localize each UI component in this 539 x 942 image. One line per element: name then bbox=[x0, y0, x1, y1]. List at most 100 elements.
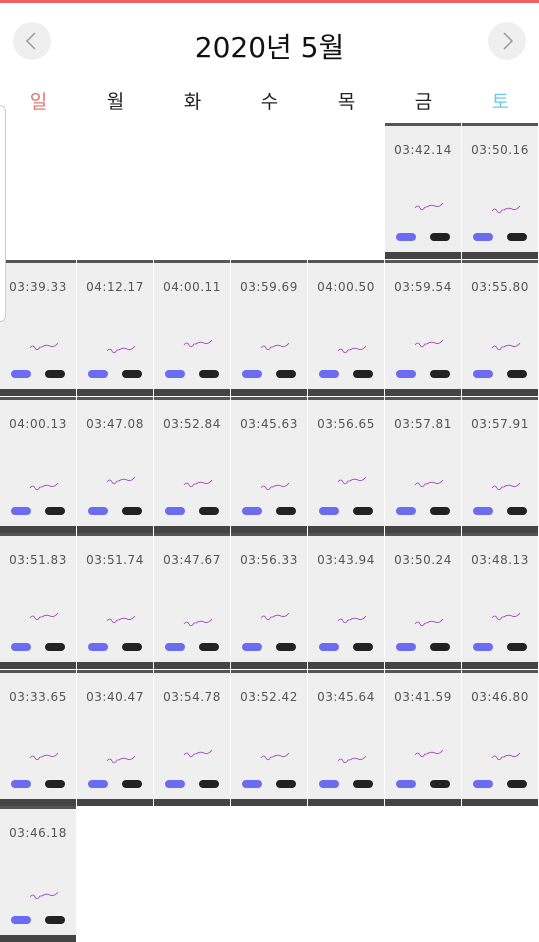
day-cell[interactable]: 03:47.08 bbox=[77, 397, 153, 533]
record-time: 04:00.13 bbox=[9, 417, 67, 431]
signature bbox=[414, 202, 444, 211]
blue-tag bbox=[11, 507, 31, 515]
black-tag bbox=[199, 780, 219, 788]
day-cell[interactable]: 03:46.80 bbox=[462, 670, 538, 806]
day-cell[interactable]: 03:59.54 bbox=[385, 260, 461, 396]
black-tag bbox=[353, 780, 373, 788]
blue-tag bbox=[473, 643, 493, 651]
drawer-handle[interactable] bbox=[0, 105, 6, 322]
cell-footer bbox=[308, 389, 384, 396]
signature bbox=[106, 345, 136, 354]
signature bbox=[29, 342, 59, 351]
record-time: 03:45.63 bbox=[240, 417, 298, 431]
day-cell[interactable]: 03:52.84 bbox=[154, 397, 230, 533]
signature bbox=[29, 482, 59, 491]
day-cell[interactable]: 03:43.94 bbox=[308, 533, 384, 669]
day-cell[interactable]: 03:54.78 bbox=[154, 670, 230, 806]
signature bbox=[337, 615, 367, 624]
black-tag bbox=[353, 507, 373, 515]
black-tag bbox=[45, 780, 65, 788]
black-tag bbox=[122, 780, 142, 788]
weekday-label: 일 bbox=[29, 91, 48, 113]
day-cell[interactable]: 03:52.42 bbox=[231, 670, 307, 806]
day-cell[interactable]: 03:56.33 bbox=[231, 533, 307, 669]
blue-tag bbox=[473, 370, 493, 378]
signature bbox=[491, 752, 521, 761]
cell-footer bbox=[77, 526, 153, 533]
cell-footer bbox=[154, 526, 230, 533]
blue-tag bbox=[473, 233, 493, 241]
black-tag bbox=[122, 507, 142, 515]
black-tag bbox=[199, 643, 219, 651]
day-cell[interactable]: 04:00.13 bbox=[0, 397, 76, 533]
day-cell[interactable]: 03:50.24 bbox=[385, 533, 461, 669]
weekday-label: 금 bbox=[414, 91, 433, 113]
black-tag bbox=[122, 643, 142, 651]
cell-footer bbox=[0, 662, 76, 669]
day-cell[interactable]: 03:46.18 bbox=[0, 806, 76, 942]
day-cell[interactable]: 03:40.47 bbox=[77, 670, 153, 806]
black-tag bbox=[507, 780, 527, 788]
day-cell[interactable]: 03:41.59 bbox=[385, 670, 461, 806]
cell-footer bbox=[77, 799, 153, 806]
day-cell[interactable]: 04:00.11 bbox=[154, 260, 230, 396]
cell-footer bbox=[231, 662, 307, 669]
day-cell[interactable]: 03:39.33 bbox=[0, 260, 76, 396]
black-tag bbox=[45, 507, 65, 515]
cell-footer bbox=[308, 799, 384, 806]
black-tag bbox=[45, 370, 65, 378]
day-cell[interactable]: 04:00.50 bbox=[308, 260, 384, 396]
black-tag bbox=[276, 643, 296, 651]
signature bbox=[337, 755, 367, 764]
day-cell[interactable]: 03:55.80 bbox=[462, 260, 538, 396]
record-time: 03:47.08 bbox=[86, 417, 144, 431]
record-time: 03:42.14 bbox=[394, 143, 452, 157]
cell-footer bbox=[154, 389, 230, 396]
day-cell[interactable]: 03:50.16 bbox=[462, 123, 538, 259]
blue-tag bbox=[88, 780, 108, 788]
black-tag bbox=[45, 643, 65, 651]
cell-footer bbox=[0, 799, 76, 806]
day-cell[interactable]: 03:47.67 bbox=[154, 533, 230, 669]
status-accent bbox=[0, 0, 539, 3]
cell-footer bbox=[231, 526, 307, 533]
cell-footer bbox=[385, 526, 461, 533]
day-cell[interactable]: 03:57.81 bbox=[385, 397, 461, 533]
record-time: 03:51.74 bbox=[86, 553, 144, 567]
record-time: 03:45.64 bbox=[317, 690, 375, 704]
day-cell[interactable]: 03:33.65 bbox=[0, 670, 76, 806]
blue-tag bbox=[88, 507, 108, 515]
record-time: 03:48.13 bbox=[471, 553, 529, 567]
day-cell[interactable]: 03:59.69 bbox=[231, 260, 307, 396]
signature bbox=[260, 342, 290, 351]
signature bbox=[183, 749, 213, 758]
day-cell[interactable]: 03:45.63 bbox=[231, 397, 307, 533]
black-tag bbox=[122, 370, 142, 378]
signature bbox=[29, 612, 59, 621]
day-cell[interactable]: 04:12.17 bbox=[77, 260, 153, 396]
next-month-button[interactable] bbox=[488, 22, 526, 60]
day-cell[interactable]: 03:42.14 bbox=[385, 123, 461, 259]
black-tag bbox=[276, 370, 296, 378]
day-cell[interactable]: 03:48.13 bbox=[462, 533, 538, 669]
blue-tag bbox=[11, 916, 31, 924]
record-time: 03:52.84 bbox=[163, 417, 221, 431]
signature bbox=[337, 345, 367, 354]
signature bbox=[337, 476, 367, 485]
month-title: 2020년 5월 bbox=[194, 31, 345, 64]
record-time: 03:43.94 bbox=[317, 553, 375, 567]
day-cell[interactable]: 03:51.74 bbox=[77, 533, 153, 669]
cell-footer bbox=[308, 662, 384, 669]
record-time: 03:50.16 bbox=[471, 143, 529, 157]
cell-footer bbox=[385, 662, 461, 669]
prev-month-button[interactable] bbox=[13, 22, 51, 60]
record-time: 03:59.69 bbox=[240, 280, 298, 294]
blue-tag bbox=[396, 780, 416, 788]
day-cell[interactable]: 03:56.65 bbox=[308, 397, 384, 533]
blue-tag bbox=[319, 507, 339, 515]
day-cell[interactable]: 03:45.64 bbox=[308, 670, 384, 806]
blue-tag bbox=[396, 370, 416, 378]
cell-footer bbox=[308, 526, 384, 533]
day-cell[interactable]: 03:51.83 bbox=[0, 533, 76, 669]
day-cell[interactable]: 03:57.91 bbox=[462, 397, 538, 533]
